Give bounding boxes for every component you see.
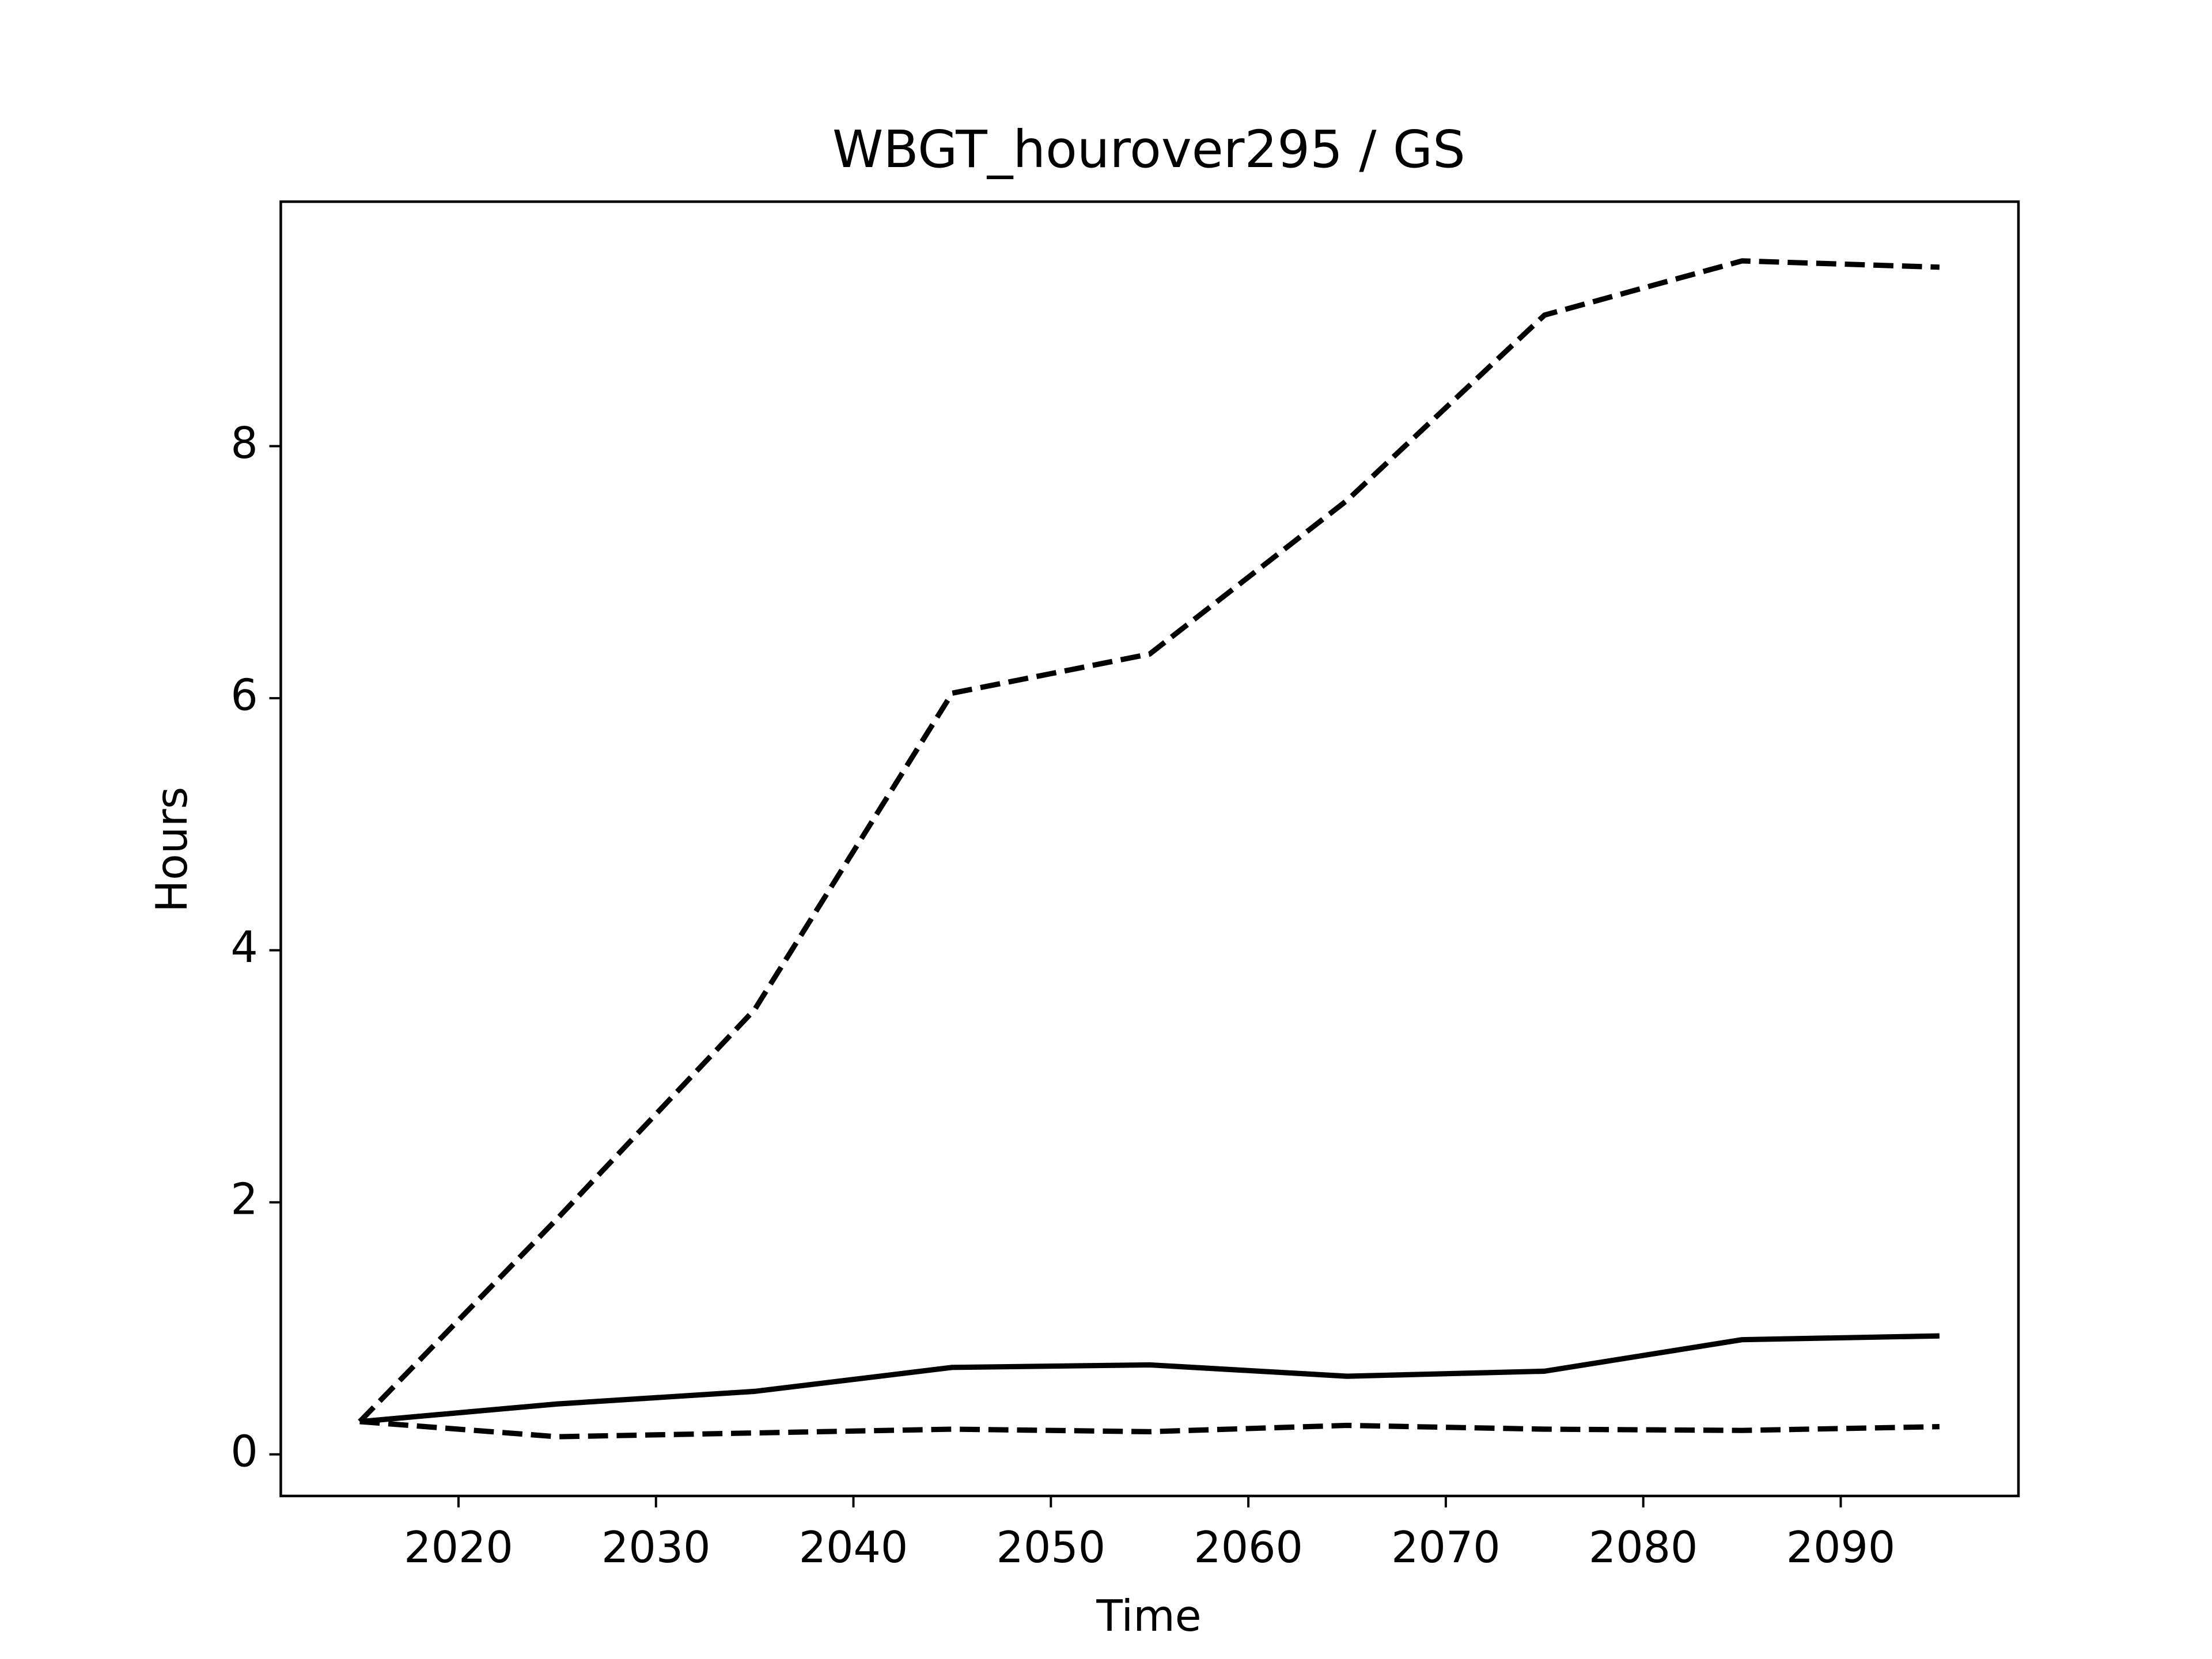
y-tick-label: 6 — [230, 671, 257, 721]
y-tick-label: 4 — [230, 922, 257, 972]
x-axis-label: Time — [1096, 1591, 1201, 1641]
y-tick-label: 0 — [230, 1426, 257, 1476]
x-tick-label: 2020 — [404, 1522, 513, 1573]
x-tick-label: 2030 — [601, 1522, 711, 1573]
x-tick-label: 2060 — [1194, 1522, 1303, 1573]
x-tick-label: 2080 — [1589, 1522, 1698, 1573]
x-tick-label: 2040 — [799, 1522, 908, 1573]
chart-title: WBGT_hourover295 / GS — [832, 120, 1465, 180]
y-tick-label: 8 — [230, 418, 257, 468]
x-tick-label: 2070 — [1391, 1522, 1501, 1573]
y-tick-label: 2 — [230, 1175, 257, 1225]
y-axis-label: Hours — [147, 787, 197, 912]
plot-frame — [279, 200, 2020, 1498]
data-line — [359, 1419, 1940, 1440]
data-line — [359, 1333, 1940, 1425]
x-tick-label: 2090 — [1786, 1522, 1896, 1573]
data-line — [358, 258, 1940, 1424]
x-tick-label: 2050 — [997, 1522, 1106, 1573]
